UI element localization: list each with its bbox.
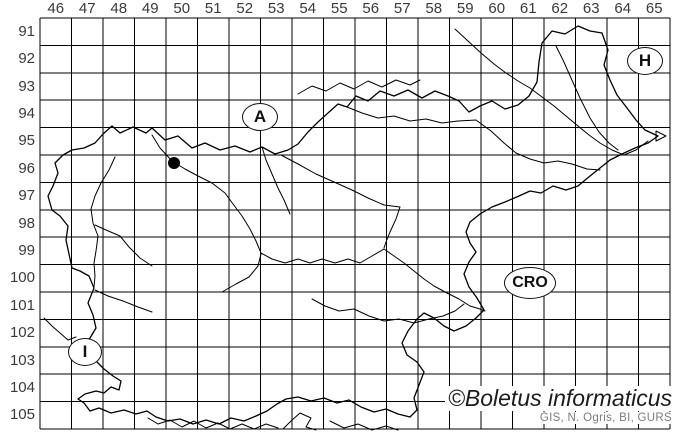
river-line <box>297 79 421 95</box>
coastline <box>282 412 317 431</box>
country-label-croatia-text: CRO <box>512 274 548 291</box>
grid-row-label: 96 <box>18 159 35 177</box>
river-line <box>280 154 401 249</box>
country-label-croatia: CRO <box>504 267 556 299</box>
grid-row-label: 92 <box>18 50 35 68</box>
occurrence-marker[interactable] <box>168 157 180 169</box>
grid-col-label: 64 <box>614 0 632 17</box>
grid-col-label: 62 <box>551 0 569 17</box>
grid-col-label: 49 <box>141 0 159 17</box>
country-label-italy-text: I <box>82 342 88 361</box>
country-label-hungary-text: H <box>638 51 652 70</box>
grid-col-label: 54 <box>299 0 317 17</box>
river-line <box>221 253 262 293</box>
grid-col-label: 63 <box>582 0 600 17</box>
river-line <box>94 289 153 313</box>
grid-row-label: 105 <box>9 406 35 424</box>
grid-col-label: 47 <box>78 0 96 17</box>
grid-row-label: 93 <box>18 77 35 95</box>
river-line <box>311 298 465 324</box>
grid-row-label: 98 <box>18 214 35 232</box>
grid-row-label: 99 <box>18 241 35 259</box>
grid-row-label: 97 <box>18 187 35 205</box>
grid-col-label: 48 <box>110 0 128 17</box>
grid-col-label: 61 <box>519 0 537 17</box>
grid-col-label: 57 <box>393 0 411 17</box>
river-line <box>555 45 619 151</box>
grid-col-label: 46 <box>47 0 65 17</box>
grid-row-label: 103 <box>9 351 35 369</box>
grid-col-label: 60 <box>488 0 506 17</box>
grid-col-label: 55 <box>330 0 348 17</box>
credit-text: GIS, N. Ogris, BI, GURS <box>537 412 674 424</box>
coastline <box>147 417 279 430</box>
grid-row-label: 104 <box>9 378 35 396</box>
coastline <box>43 317 77 341</box>
river-line <box>94 224 153 267</box>
grid-col-label: 51 <box>204 0 222 17</box>
grid-col-label: 52 <box>236 0 254 17</box>
grid-row-label: 94 <box>18 104 35 122</box>
country-label-austria: A <box>242 103 278 131</box>
country-label-hungary: H <box>627 47 663 75</box>
coastline <box>329 420 399 431</box>
grid-col-label: 58 <box>425 0 443 17</box>
grid-col-label: 56 <box>362 0 380 17</box>
river-line <box>454 28 531 89</box>
grid-col-label: 50 <box>173 0 191 17</box>
grid-row-label: 102 <box>9 324 35 342</box>
grid-col-label: 65 <box>645 0 663 17</box>
country-label-austria-text: A <box>253 107 267 126</box>
grid-row-label: 95 <box>18 132 35 150</box>
copyright-text: ©Boletus informaticus <box>444 385 675 412</box>
grid-row-label: 91 <box>18 22 35 40</box>
river-line <box>529 87 649 156</box>
river-line <box>90 156 116 288</box>
country-label-italy: I <box>68 338 102 366</box>
country-border-outline <box>47 25 659 425</box>
grid-row-label: 101 <box>9 296 35 314</box>
river-line <box>261 146 291 215</box>
grid-col-label: 53 <box>267 0 285 17</box>
river-line <box>346 106 601 171</box>
grid-row-label: 100 <box>9 269 35 287</box>
river-line <box>151 134 486 312</box>
coastline <box>655 130 667 142</box>
grid-col-label: 59 <box>456 0 474 17</box>
